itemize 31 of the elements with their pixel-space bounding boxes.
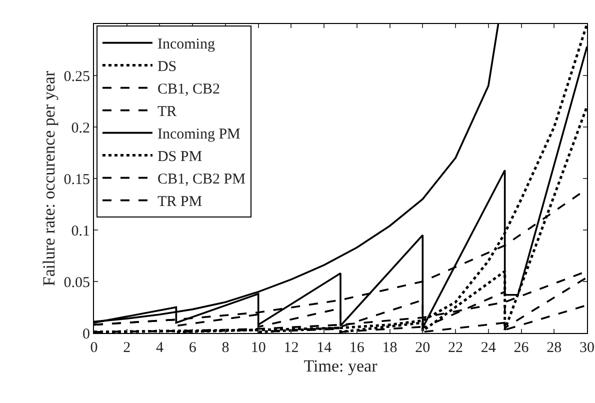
x-tick-label: 20 — [415, 340, 430, 356]
x-tick-label: 10 — [250, 340, 266, 356]
x-tick-label: 12 — [284, 340, 299, 356]
x-tick-label: 28 — [546, 340, 562, 356]
x-tick-label: 4 — [156, 340, 164, 356]
y-tick-label: 0 — [82, 326, 90, 342]
legend-label: DS — [157, 59, 177, 76]
x-tick-label: 16 — [349, 340, 365, 356]
y-tick-label: 0.1 — [71, 223, 90, 240]
y-tick-label: 0.25 — [64, 68, 90, 85]
x-tick-label: 18 — [382, 340, 398, 356]
y-tick-label: 0.2 — [71, 120, 90, 136]
x-tick-label: 2 — [123, 340, 131, 356]
y-axis-title: Failure rate: occurence per year — [39, 70, 58, 286]
x-tick-label: 24 — [480, 340, 496, 356]
x-tick-label: 30 — [580, 340, 594, 356]
y-tick-label: 0.05 — [64, 274, 90, 291]
legend-label: CB1, CB2 PM — [157, 172, 246, 188]
x-axis-title: Time: year — [304, 356, 378, 376]
x-tick-label: 26 — [514, 340, 530, 356]
y-tick-label: 0.15 — [64, 172, 90, 188]
legend-label: DS PM — [157, 149, 202, 166]
x-tick-label: 22 — [448, 340, 464, 356]
x-tick-label: 14 — [316, 340, 332, 356]
legend-label: TR — [157, 104, 177, 120]
legend-label: CB1, CB2 — [157, 82, 220, 98]
x-tick-label: 8 — [222, 340, 230, 356]
x-tick-label: 6 — [188, 340, 197, 356]
legend-label: Incoming — [157, 36, 216, 53]
legend-label: TR PM — [157, 194, 202, 210]
legend-label: Incoming PM — [157, 126, 240, 143]
